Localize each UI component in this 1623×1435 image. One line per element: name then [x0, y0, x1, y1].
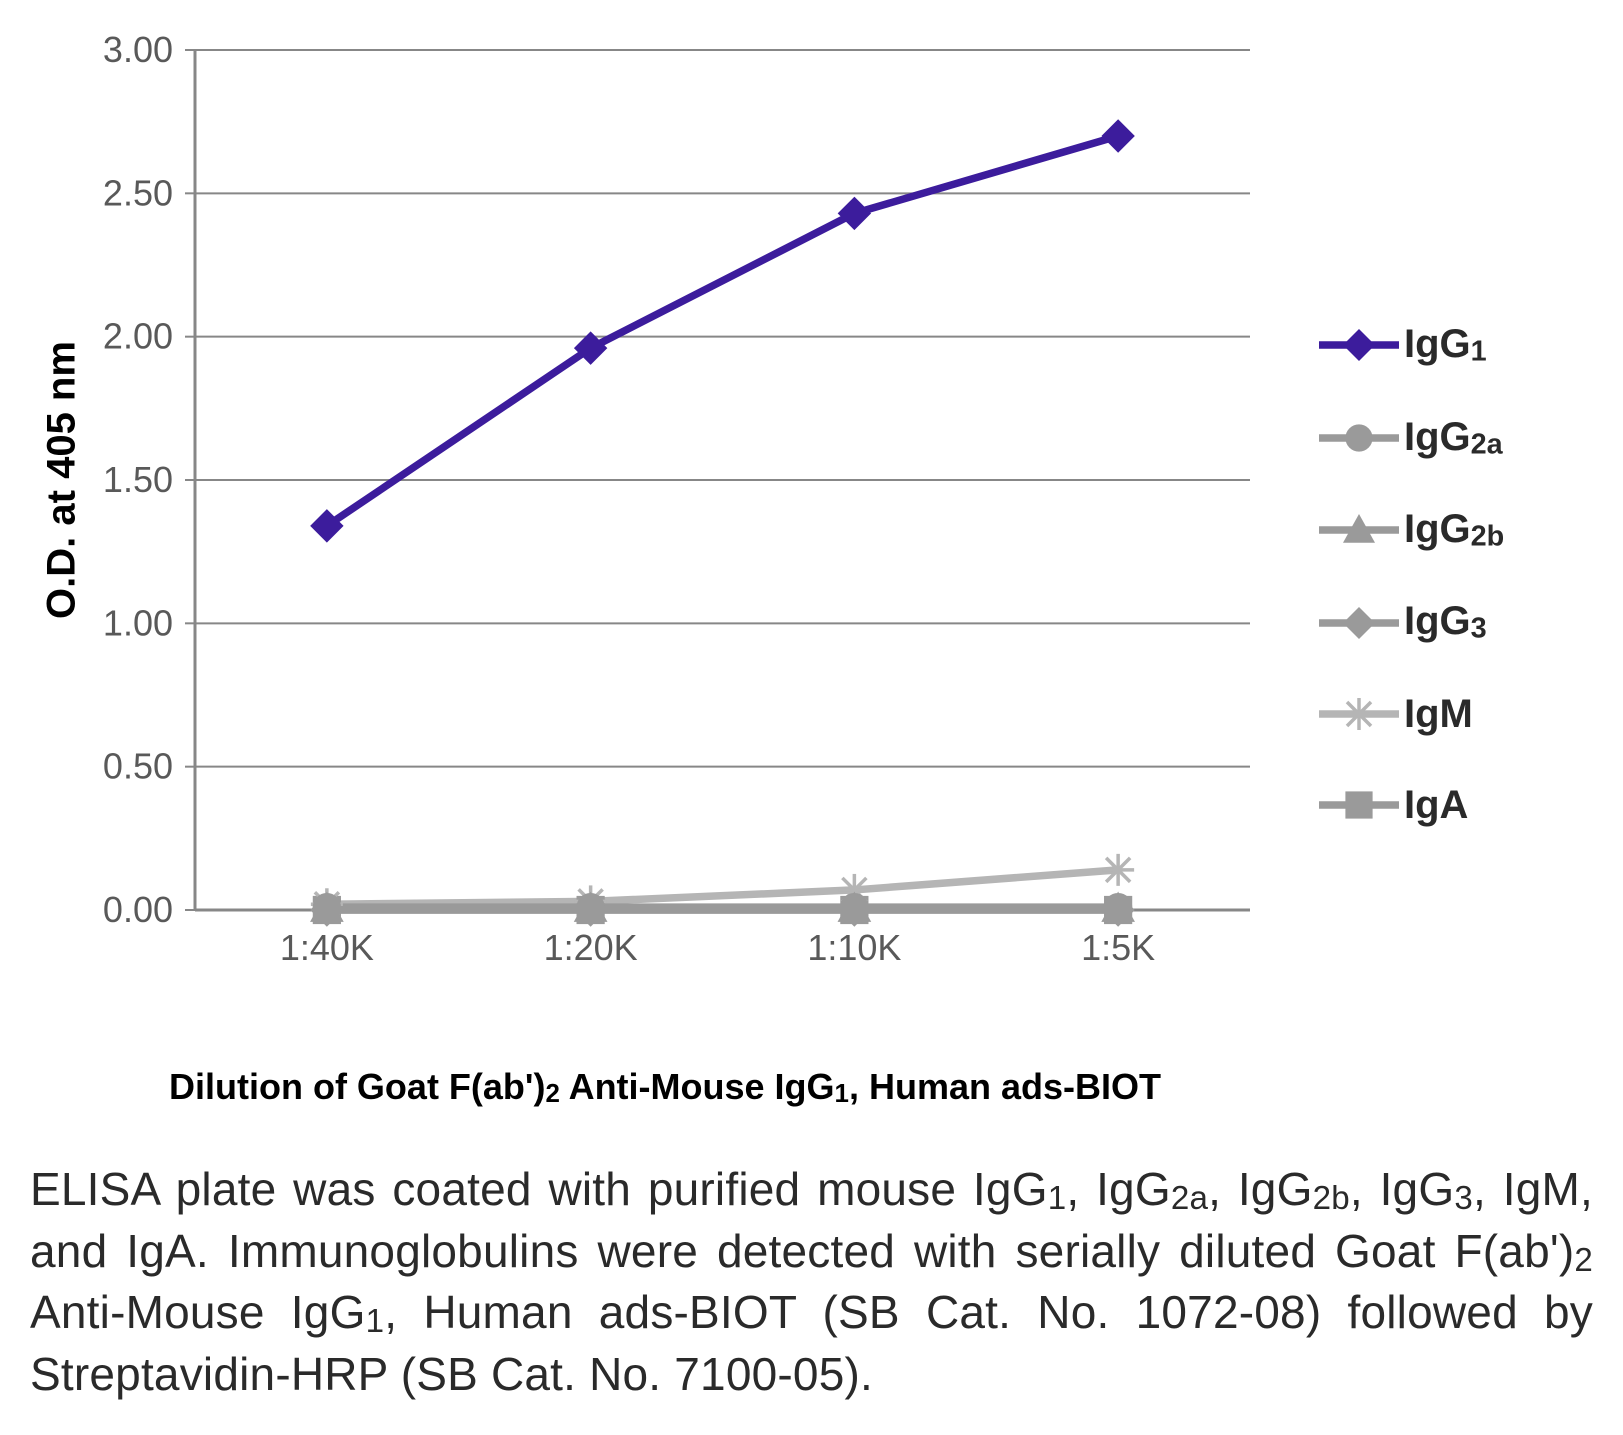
legend-marker-icon	[1316, 694, 1402, 734]
svg-text:2.50: 2.50	[103, 172, 173, 213]
svg-text:1:20K: 1:20K	[544, 927, 638, 968]
legend-marker-icon	[1316, 785, 1402, 825]
legend-marker-icon	[1316, 418, 1402, 458]
legend-label: IgA	[1404, 783, 1468, 828]
svg-text:2.00: 2.00	[103, 316, 173, 357]
legend-marker-icon	[1316, 603, 1402, 643]
legend-item: IgG2b	[1316, 507, 1504, 553]
svg-text:1.50: 1.50	[103, 459, 173, 500]
legend-marker-icon	[1316, 510, 1402, 550]
svg-text:1:40K: 1:40K	[280, 927, 374, 968]
svg-text:1:10K: 1:10K	[807, 927, 901, 968]
svg-text:0.50: 0.50	[103, 746, 173, 787]
x-axis-label: Dilution of Goat F(ab')2 Anti-Mouse IgG1…	[30, 1066, 1300, 1109]
svg-text:1.00: 1.00	[103, 602, 173, 643]
legend-item: IgG2a	[1316, 415, 1504, 461]
y-axis-label: O.D. at 405 nm	[40, 341, 85, 619]
chart-row: O.D. at 405 nm 0.00 0.50 1.00 1.50 2.00 2.50 3…	[30, 30, 1593, 1060]
legend-item: IgM	[1316, 692, 1504, 737]
line-chart: 0.00 0.50 1.00 1.50 2.00 2.50 3.00 1:40K 1:20K 1:…	[30, 30, 1300, 1050]
legend-label: IgG3	[1404, 599, 1487, 645]
legend: IgG1 IgG2a IgG2b IgG3 IgM IgA	[1316, 262, 1504, 828]
legend-marker-icon	[1316, 325, 1402, 365]
legend-item: IgG3	[1316, 599, 1504, 645]
legend-label: IgG2b	[1404, 507, 1504, 553]
legend-item: IgG1	[1316, 322, 1504, 368]
caption-text: ELISA plate was coated with purified mou…	[30, 1159, 1593, 1405]
svg-text:1:5K: 1:5K	[1081, 927, 1155, 968]
svg-text:3.00: 3.00	[103, 30, 173, 70]
legend-label: IgG2a	[1404, 415, 1503, 461]
chart-wrap: O.D. at 405 nm 0.00 0.50 1.00 1.50 2.00 2.50 3…	[30, 30, 1300, 1060]
legend-item: IgA	[1316, 783, 1504, 828]
legend-label: IgG1	[1404, 322, 1487, 368]
svg-text:0.00: 0.00	[103, 889, 173, 930]
figure-container: O.D. at 405 nm 0.00 0.50 1.00 1.50 2.00 2.50 3…	[30, 30, 1593, 1405]
legend-label: IgM	[1404, 692, 1473, 737]
